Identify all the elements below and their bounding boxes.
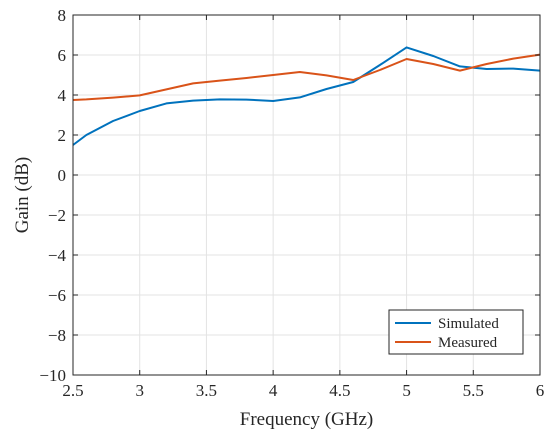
y-tick-label: 0 <box>58 166 67 185</box>
x-tick-label: 3 <box>135 381 144 400</box>
y-tick-label: 6 <box>58 46 67 65</box>
x-tick-label: 4.5 <box>329 381 350 400</box>
y-tick-label: 2 <box>58 126 67 145</box>
y-tick-label: −10 <box>39 366 66 385</box>
x-tick-label: 5 <box>402 381 411 400</box>
legend-simulated-label: Simulated <box>438 316 499 332</box>
legend-measured-label: Measured <box>438 335 498 351</box>
x-tick-label: 6 <box>536 381 545 400</box>
x-tick-label: 5.5 <box>463 381 484 400</box>
y-tick-label: −8 <box>48 326 66 345</box>
x-tick-label: 3.5 <box>196 381 217 400</box>
y-tick-label: 4 <box>58 86 67 105</box>
legend-box <box>388 309 524 355</box>
simulated-series-line <box>72 46 541 146</box>
x-axis-label: Frequency (GHz) <box>240 409 373 430</box>
y-axis-label: Gain (dB) <box>12 157 33 234</box>
y-tick-label: −2 <box>48 206 66 225</box>
series-lines <box>72 46 541 146</box>
x-tick-label: 2.5 <box>62 381 83 400</box>
measured-series-line <box>72 53 541 101</box>
y-tick-label: −6 <box>48 286 66 305</box>
tick-labels: 2.5 3 3.5 4 4.5 5 5.5 6 −10 −8 −6 −4 −2 0 2 4 6 8 <box>39 6 544 400</box>
plot-frame <box>72 14 541 376</box>
y-tick-label: −4 <box>48 246 67 265</box>
y-tick-label: 8 <box>58 6 67 25</box>
x-tick-label: 4 <box>269 381 278 400</box>
legend: Simulated Measured <box>388 309 524 355</box>
ticks <box>72 14 541 376</box>
